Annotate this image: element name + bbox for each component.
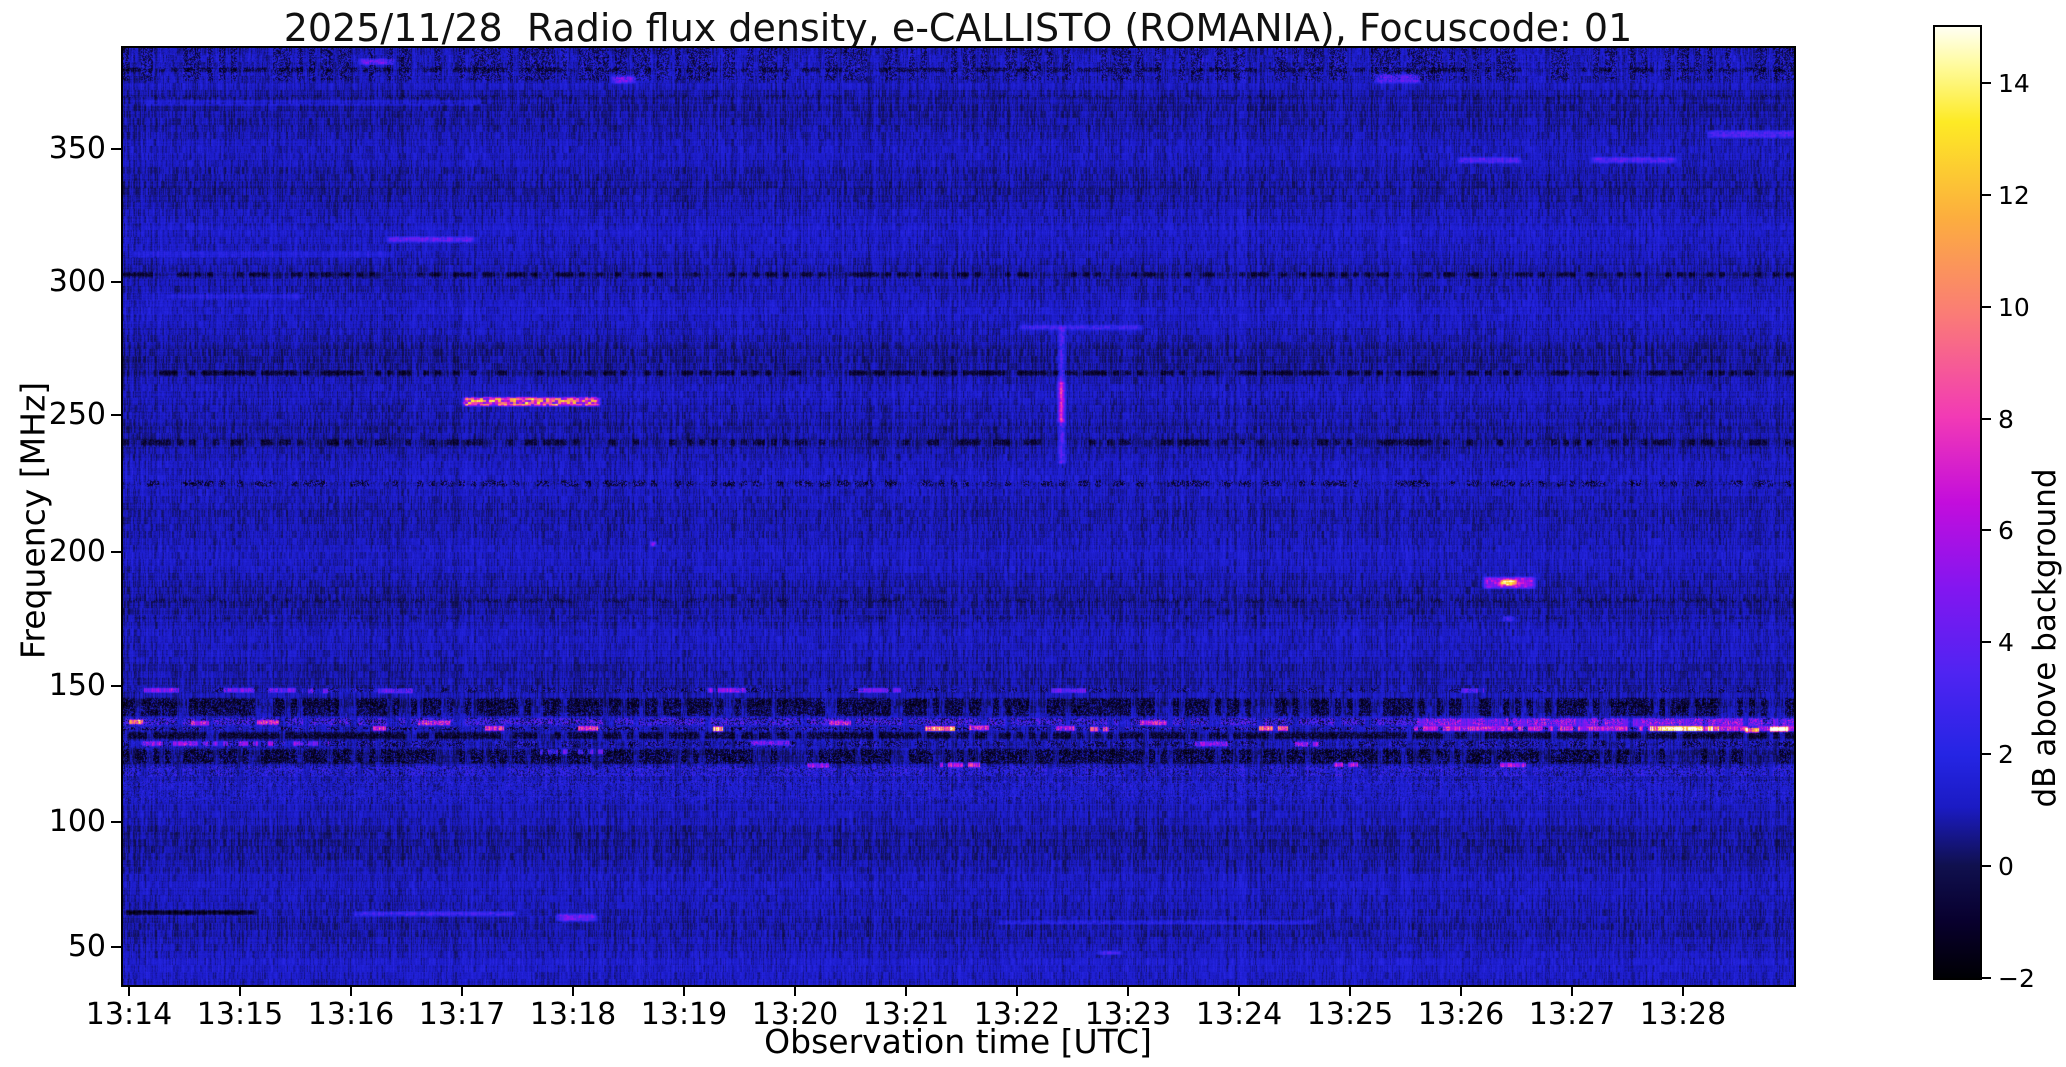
colorbar-tick-mark — [1982, 641, 1991, 644]
colorbar-tick-label: 12 — [1998, 180, 2030, 210]
y-tick-mark — [111, 946, 121, 948]
colorbar-tick-mark — [1982, 81, 1991, 84]
y-axis-label: Frequency [MHz] — [13, 381, 53, 660]
x-tick-mark — [683, 985, 685, 996]
spectrogram-canvas — [123, 48, 1794, 985]
x-tick-label: 13:14 — [85, 997, 173, 1032]
x-tick-label: 13:17 — [418, 997, 506, 1032]
x-tick-mark — [1682, 985, 1684, 996]
y-tick-mark — [111, 821, 121, 823]
colorbar-tick-label: −2 — [1998, 964, 2035, 993]
x-tick-label: 13:27 — [1528, 997, 1616, 1032]
colorbar — [1933, 25, 1982, 980]
x-tick-label: 13:28 — [1639, 997, 1727, 1032]
colorbar-tick-mark — [1982, 305, 1991, 308]
colorbar-tick-mark — [1982, 977, 1991, 979]
x-tick-label: 13:24 — [1195, 997, 1283, 1032]
colorbar-tick-mark — [1982, 193, 1991, 196]
colorbar-tick-label: 4 — [1998, 628, 2014, 658]
x-tick-mark — [1349, 985, 1351, 996]
x-tick-label: 13:22 — [973, 997, 1061, 1032]
x-tick-label: 13:21 — [862, 997, 950, 1032]
x-tick-label: 13:20 — [751, 997, 839, 1032]
y-tick-mark — [111, 148, 121, 150]
y-tick-label: 200 — [48, 534, 106, 569]
y-tick-label: 350 — [48, 131, 106, 166]
x-tick-mark — [461, 985, 463, 996]
y-tick-mark — [111, 281, 121, 283]
x-tick-mark — [1460, 985, 1462, 996]
x-tick-label: 13:15 — [196, 997, 284, 1032]
colorbar-tick-label: 2 — [1998, 740, 2014, 770]
colorbar-tick-mark — [1982, 753, 1991, 756]
x-tick-mark — [1571, 985, 1573, 996]
x-tick-label: 13:18 — [529, 997, 617, 1032]
y-tick-label: 250 — [48, 397, 106, 432]
colorbar-gradient — [1935, 27, 1980, 978]
x-tick-label: 13:16 — [307, 997, 395, 1032]
x-tick-mark — [1127, 985, 1129, 996]
x-tick-mark — [128, 985, 130, 996]
y-tick-mark — [111, 551, 121, 553]
x-tick-label: 13:19 — [640, 997, 728, 1032]
x-tick-mark — [1238, 985, 1240, 996]
colorbar-tick-mark — [1982, 417, 1991, 420]
x-tick-mark — [572, 985, 574, 996]
x-tick-label: 13:23 — [1084, 997, 1172, 1032]
y-tick-label: 300 — [48, 264, 106, 299]
x-tick-mark — [239, 985, 241, 996]
y-tick-mark — [111, 685, 121, 687]
colorbar-tick-label: 6 — [1998, 516, 2014, 546]
x-tick-label: 13:25 — [1306, 997, 1394, 1032]
x-tick-mark — [905, 985, 907, 996]
page-title: 2025/11/28 Radio flux density, e-CALLIST… — [283, 6, 1633, 50]
x-tick-mark — [350, 985, 352, 996]
y-tick-label: 150 — [48, 668, 106, 703]
y-tick-label: 100 — [48, 804, 106, 839]
y-tick-label: 50 — [67, 929, 106, 964]
plot-area — [121, 46, 1796, 987]
x-tick-mark — [1016, 985, 1018, 996]
y-tick-mark — [111, 414, 121, 416]
colorbar-tick-label: 10 — [1998, 292, 2030, 322]
x-axis-label: Observation time [UTC] — [764, 1022, 1152, 1061]
x-tick-label: 13:26 — [1417, 997, 1505, 1032]
colorbar-tick-label: 8 — [1998, 404, 2014, 434]
colorbar-tick-mark — [1982, 529, 1991, 532]
colorbar-tick-mark — [1982, 865, 1991, 868]
colorbar-tick-label: 0 — [1998, 852, 2014, 882]
x-tick-mark — [794, 985, 796, 996]
colorbar-tick-label: 14 — [1998, 68, 2030, 98]
